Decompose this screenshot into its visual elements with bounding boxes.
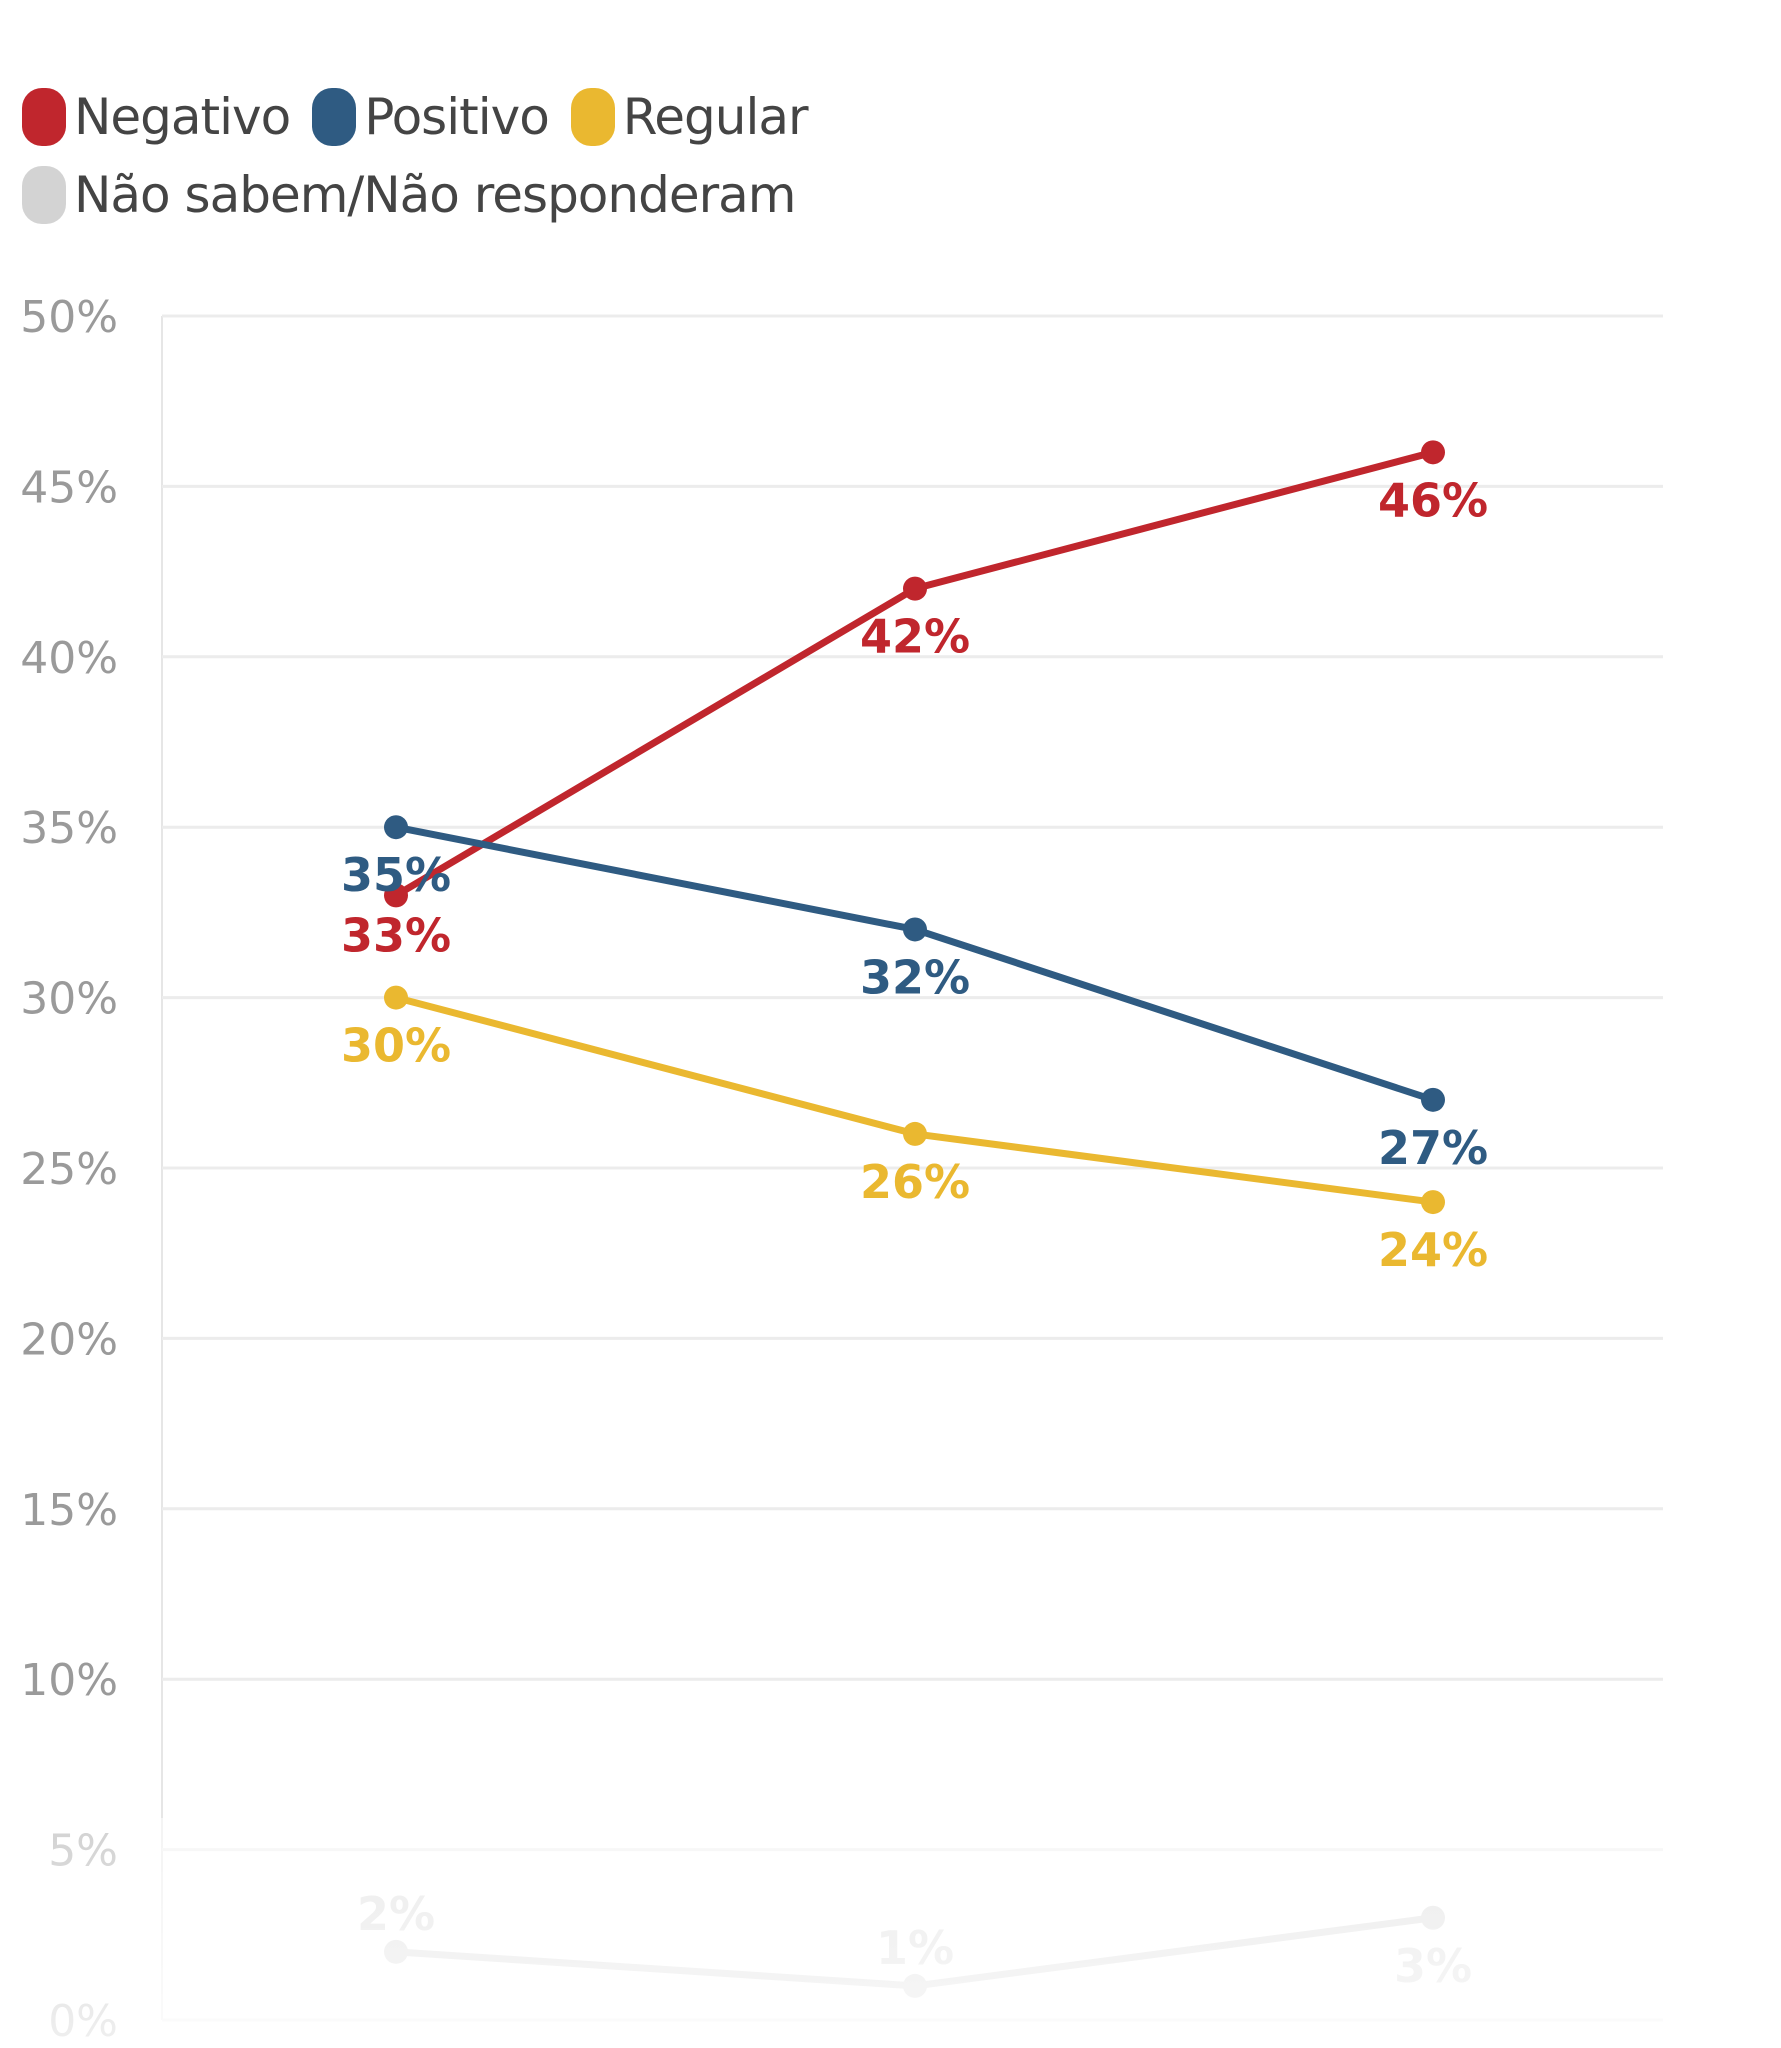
data-point	[1421, 440, 1445, 465]
data-label: 2%	[357, 1887, 435, 1941]
data-label: 46%	[1378, 473, 1488, 527]
y-tick-label: 25%	[20, 1144, 118, 1195]
data-label: 27%	[1378, 1121, 1488, 1175]
legend-item-negativo[interactable]: Negativo	[22, 88, 291, 146]
data-point	[384, 985, 408, 1010]
legend-label: Regular	[622, 88, 809, 146]
legend-swatch	[570, 88, 615, 146]
data-label: 1%	[876, 1921, 954, 1975]
legend-label: Não sabem/Não responderam	[74, 166, 796, 224]
y-tick-label: 30%	[20, 974, 118, 1025]
y-tick-label: 15%	[20, 1485, 118, 1536]
series-line	[394, 448, 1434, 899]
data-label: 26%	[860, 1155, 970, 1209]
legend-swatch	[312, 88, 357, 146]
legend-item-nao-sabem[interactable]: Não sabem/Não responderam	[22, 166, 796, 224]
data-point	[1421, 1087, 1445, 1112]
y-tick-label: 20%	[20, 1314, 118, 1365]
data-label: 33%	[341, 908, 451, 962]
data-point	[903, 1121, 927, 1146]
data-label: 24%	[1378, 1223, 1488, 1277]
data-label: 30%	[341, 1019, 451, 1073]
y-tick-label: 10%	[20, 1655, 118, 1706]
data-point	[384, 883, 408, 908]
data-point	[903, 576, 927, 601]
legend-label: Negativo	[74, 88, 291, 146]
y-tick-label: 40%	[20, 633, 118, 684]
y-tick-label: 5%	[48, 1826, 118, 1877]
legend-row: Negativo Positivo Regular	[22, 78, 922, 156]
data-label: 42%	[860, 610, 970, 664]
data-label: 3%	[1394, 1939, 1472, 1993]
y-tick-label: 0%	[48, 1996, 118, 2047]
y-tick-label: 35%	[20, 803, 118, 854]
data-point	[384, 815, 408, 840]
data-point	[384, 1939, 408, 1964]
y-tick-label: 50%	[20, 292, 118, 343]
legend-item-positivo[interactable]: Positivo	[312, 88, 550, 146]
legend: Negativo Positivo Regular Não sabem/Não …	[22, 78, 922, 234]
legend-swatch	[22, 166, 66, 224]
y-tick-label: 45%	[20, 462, 118, 513]
data-point	[903, 1973, 927, 1998]
data-point	[903, 917, 927, 942]
data-point	[1421, 1905, 1445, 1930]
legend-swatch	[22, 88, 66, 146]
legend-item-regular[interactable]: Regular	[570, 88, 809, 146]
legend-row: Não sabem/Não responderam	[22, 156, 922, 234]
data-point	[1421, 1190, 1445, 1215]
legend-label: Positivo	[364, 88, 550, 146]
data-label: 32%	[860, 950, 970, 1004]
data-label: 35%	[341, 848, 451, 902]
